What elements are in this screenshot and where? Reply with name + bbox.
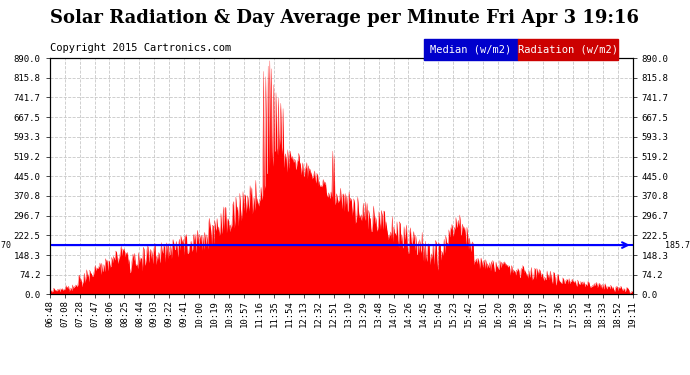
- Text: 185.70: 185.70: [664, 241, 690, 250]
- Text: Radiation (w/m2): Radiation (w/m2): [518, 45, 618, 55]
- Text: Median (w/m2): Median (w/m2): [431, 45, 511, 55]
- Text: +185.70: +185.70: [0, 241, 12, 250]
- Text: Solar Radiation & Day Average per Minute Fri Apr 3 19:16: Solar Radiation & Day Average per Minute…: [50, 9, 640, 27]
- Text: Copyright 2015 Cartronics.com: Copyright 2015 Cartronics.com: [50, 43, 231, 53]
